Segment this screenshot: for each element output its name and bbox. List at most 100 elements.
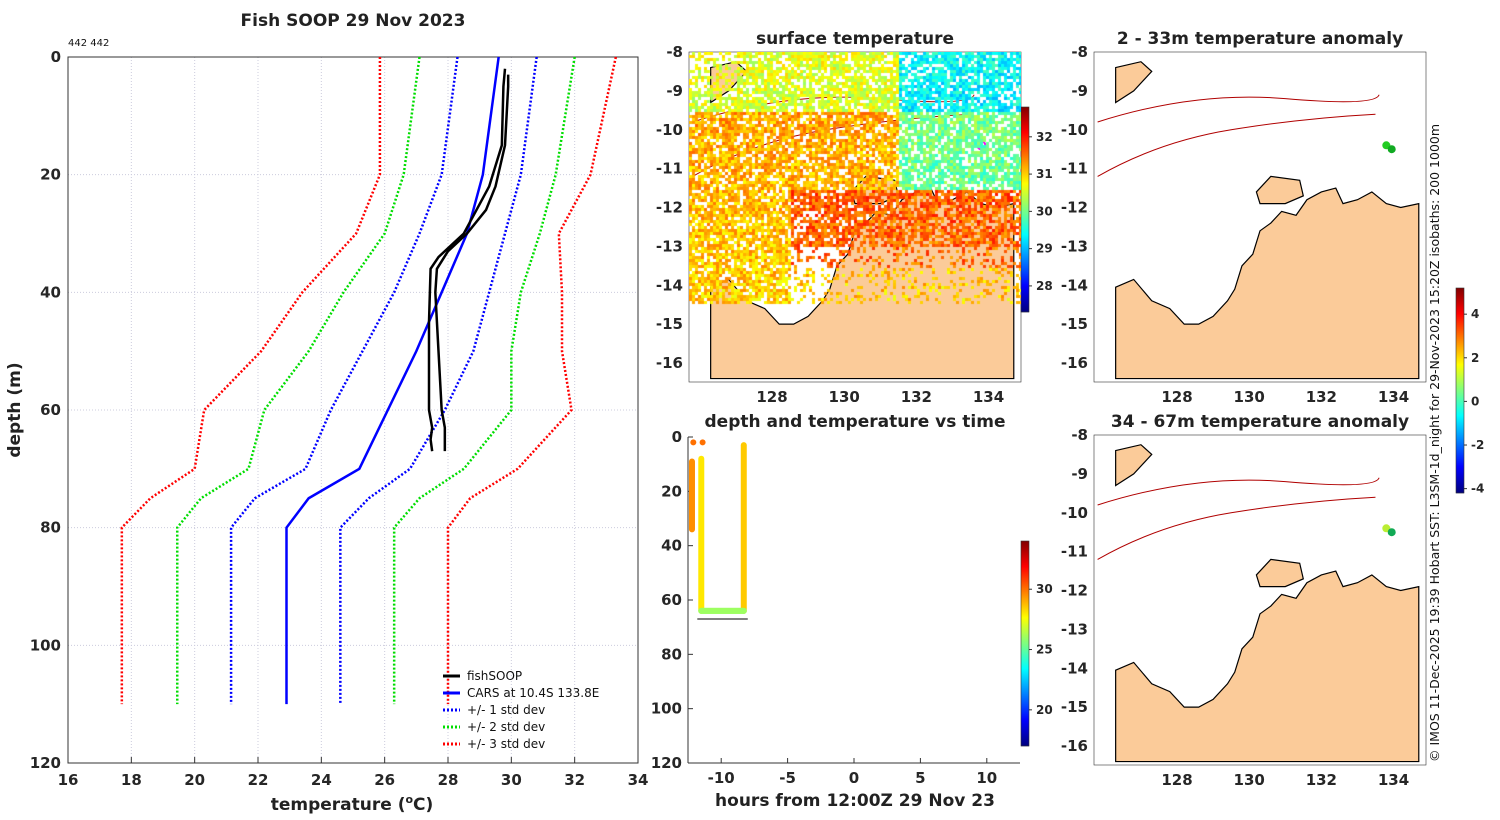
time-colorbar-band [1021,742,1029,744]
time-colorbar-band [1021,706,1029,708]
time-colorbar-band [1021,632,1029,634]
time-colorbar-band [1021,719,1029,721]
time-colorbar-band [1021,543,1029,545]
anomaly-colorbar-band [1456,402,1464,404]
sst-colorbar-band [1021,250,1029,252]
sst-colorbar-band [1021,307,1029,309]
sst-colorbar-band [1021,239,1029,241]
sst-colorbar-band [1021,223,1029,225]
sst-colorbar-tick-label: 31 [1036,167,1053,181]
sst-colorbar-band [1021,300,1029,302]
surface-map-lat-label: -9 [666,82,683,100]
anomaly-colorbar-band [1456,356,1464,358]
time-colorbar-band [1021,651,1029,653]
anomaly-colorbar-band [1456,412,1464,414]
anomaly-colorbar-band [1456,313,1464,315]
time-colorbar-band [1021,647,1029,649]
sst-colorbar-band [1021,165,1029,167]
sst-colorbar-band [1021,298,1029,300]
sst-colorbar-band [1021,127,1029,129]
time-colorbar-band [1021,693,1029,695]
anomaly-colorbar-band [1456,373,1464,375]
anomaly-colorbar-band [1456,311,1464,313]
anomaly-colorbar-band [1456,312,1464,314]
time-colorbar-band [1021,743,1029,745]
sst-colorbar-band [1021,123,1029,125]
time-colorbar-band [1021,720,1029,722]
anomaly-colorbar-band [1456,430,1464,432]
series-p3 [446,56,618,705]
sst-colorbar-band [1021,146,1029,148]
time-colorbar-band [1021,580,1029,582]
anomaly-colorbar-band [1456,472,1464,474]
anomaly-map1-isobath-1000 [1097,94,1380,123]
sst-colorbar-band [1021,139,1029,141]
time-colorbar-band [1021,734,1029,736]
time-colorbar-band [1021,738,1029,740]
time-colorbar-band [1021,640,1029,642]
sst-colorbar-band [1021,184,1029,186]
sst-colorbar-band [1021,157,1029,159]
sst-colorbar-band [1021,160,1029,162]
sst-colorbar-band [1021,122,1029,124]
sst-colorbar-band [1021,110,1029,112]
anomaly-colorbar-band [1456,309,1464,311]
sst-colorbar-band [1021,266,1029,268]
anomaly-colorbar-band [1456,289,1464,291]
anomaly-colorbar-band [1456,304,1464,306]
anomaly-colorbar-band [1456,292,1464,294]
anomaly-map2-lat-label: -11 [1061,543,1088,561]
time-colorbar-band [1021,563,1029,565]
anomaly-colorbar-band [1456,489,1464,491]
sst-colorbar-band [1021,140,1029,142]
time-colorbar-band [1021,721,1029,723]
time-colorbar-band [1021,655,1029,657]
sst-colorbar-band [1021,168,1029,170]
x-tick-label: 5 [915,769,925,787]
surface-map-lat-label: -10 [656,121,683,139]
anomaly-colorbar-band [1456,297,1464,299]
anomaly-colorbar-band [1456,417,1464,419]
anomaly-colorbar-band [1456,390,1464,392]
anomaly-colorbar-band [1456,302,1464,304]
sst-colorbar-band [1021,129,1029,131]
anomaly-colorbar-band [1456,422,1464,424]
series-m2 [176,56,421,705]
time-colorbar-band [1021,550,1029,552]
sst-colorbar-band [1021,221,1029,223]
sst-colorbar-band [1021,200,1029,202]
sst-colorbar-band [1021,171,1029,173]
sst-colorbar-band [1021,280,1029,282]
sst-colorbar-band [1021,153,1029,155]
sst-colorbar-band [1021,138,1029,140]
y-tick-label: 40 [661,537,682,555]
sst-colorbar-band [1021,270,1029,272]
sst-colorbar-band [1021,258,1029,260]
anomaly-colorbar-band [1456,379,1464,381]
x-tick-label: 0 [849,769,859,787]
anomaly-colorbar-band [1456,362,1464,364]
anomaly-map2-title: 34 - 67m temperature anomaly [1111,412,1409,432]
data-point [690,439,697,446]
anomaly-colorbar-band [1456,335,1464,337]
anomaly-map1-lat-label: -12 [1061,199,1088,217]
time-colorbar-band [1021,671,1029,673]
time-colorbar-band [1021,557,1029,559]
anomaly-colorbar-band [1456,296,1464,298]
sst-colorbar-band [1021,114,1029,116]
anomaly-map1-tiwi-island [1255,175,1305,205]
time-colorbar-band [1021,714,1029,716]
sst-colorbar-band [1021,150,1029,152]
anomaly-colorbar-band [1456,400,1464,402]
anomaly-colorbar-band [1456,456,1464,458]
time-colorbar-band [1021,741,1029,743]
time-colorbar-band [1021,627,1029,629]
surface-map-title: surface temperature [756,29,954,49]
time-colorbar-band [1021,668,1029,670]
sst-colorbar-band [1021,243,1029,245]
anomaly-colorbar-band [1456,358,1464,360]
anomaly-colorbar-band [1456,462,1464,464]
sst-colorbar-band [1021,202,1029,204]
time-colorbar-band [1021,588,1029,590]
